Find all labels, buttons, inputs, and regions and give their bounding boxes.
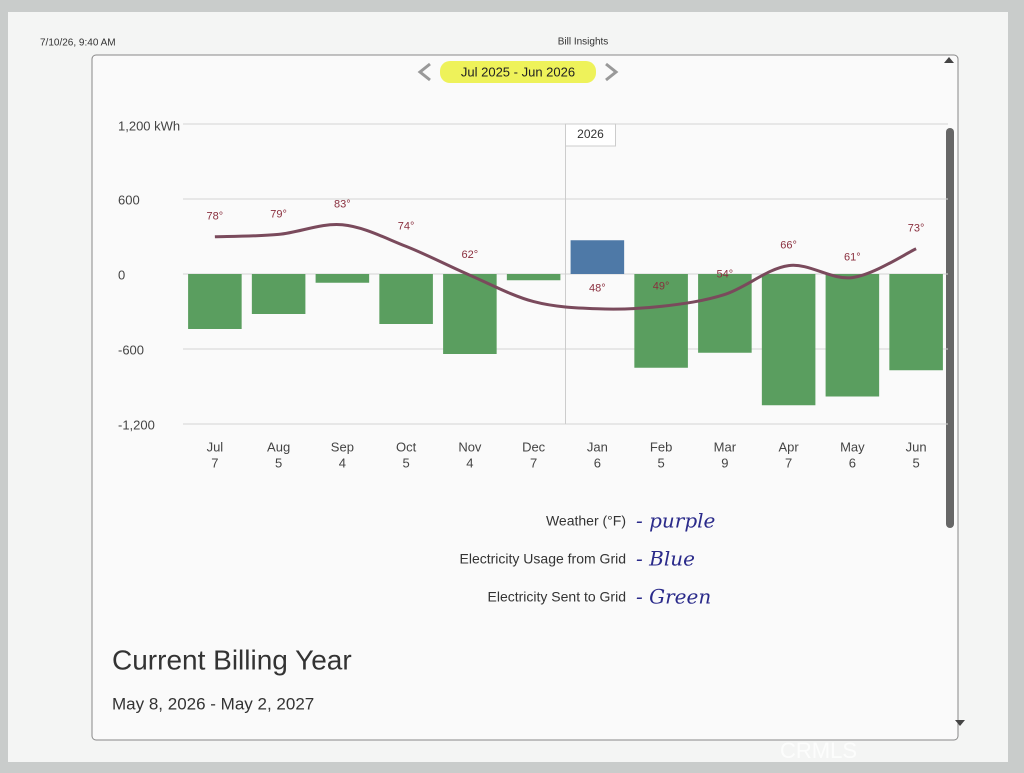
value-label: 48°: [589, 283, 606, 295]
weather-line: [214, 223, 917, 311]
x-sublabel: 5: [658, 455, 665, 470]
period-highlight: [440, 61, 596, 83]
value-label: 54°: [717, 268, 734, 280]
footer-title: Current Billing Year: [112, 644, 352, 675]
period-arrows[interactable]: [417, 62, 619, 82]
x-tick-label: Sep: [331, 439, 354, 454]
legend-entry: Weather (°F): [546, 513, 626, 529]
x-tick-label: Aug: [267, 439, 290, 454]
x-tick-label: Apr: [779, 439, 800, 454]
bar: [889, 274, 943, 371]
value-label: 83°: [334, 199, 351, 211]
x-tick-label: Nov: [458, 439, 482, 454]
value-label: 49°: [653, 280, 670, 292]
scrollbar: [946, 128, 954, 528]
bar: [379, 274, 433, 324]
card: [91, 54, 959, 741]
value-label: 62°: [462, 249, 479, 261]
watermark: CRMLS: [780, 738, 857, 763]
bar: [506, 274, 561, 281]
x-sublabel: 5: [275, 455, 282, 470]
x-sublabel: 6: [849, 455, 856, 470]
x-sublabel: 7: [211, 455, 218, 470]
x-tick-label: Jun: [906, 439, 927, 454]
bar: [570, 240, 625, 274]
legend-note: - Blue: [636, 547, 695, 571]
x-tick-label: Feb: [650, 439, 672, 454]
y-tick-label: 0: [118, 267, 125, 282]
value-label: 78°: [207, 211, 224, 223]
value-label: 79°: [270, 208, 287, 220]
bar: [443, 274, 497, 354]
year-box: [565, 123, 616, 147]
bar: [634, 274, 688, 368]
x-tick-label: Oct: [396, 439, 417, 454]
x-tick-label: May: [840, 439, 865, 454]
x-sublabel: 7: [785, 455, 792, 470]
x-tick-label: Mar: [714, 439, 737, 454]
x-sublabel: 7: [530, 455, 537, 470]
x-sublabel: 9: [721, 455, 728, 470]
page-title: Bill Insights: [558, 37, 609, 48]
x-sublabel: 4: [339, 455, 346, 470]
value-label: 73°: [908, 223, 925, 235]
y-tick-label: -1,200: [118, 417, 155, 432]
value-label: 66°: [780, 240, 797, 252]
bar: [761, 274, 816, 406]
x-sublabel: 4: [466, 455, 473, 470]
timestamp: 7/10/26, 9:40 AM: [40, 38, 116, 49]
y-tick-label: 600: [118, 192, 140, 207]
x-tick-label: Dec: [522, 439, 546, 454]
bar: [825, 274, 880, 397]
x-tick-label: Jan: [587, 439, 608, 454]
legend-entry: Electricity Usage from Grid: [460, 551, 626, 567]
x-tick-label: Jul: [207, 439, 224, 454]
x-sublabel: 5: [403, 455, 410, 470]
value-label: 61°: [844, 252, 861, 264]
y-tick-label: 1,200 kWh: [118, 118, 180, 133]
period[interactable]: Jul 2025 - Jun 2026: [461, 64, 575, 79]
x-sublabel: 6: [594, 455, 601, 470]
legend-note: - purple: [636, 509, 715, 533]
footer-dates: May 8, 2026 - May 2, 2027: [112, 694, 314, 713]
bar: [188, 274, 242, 329]
bar: [315, 274, 370, 283]
legend-note: - Green: [636, 585, 711, 609]
legend-entry: Electricity Sent to Grid: [488, 589, 627, 605]
bar: [251, 274, 306, 314]
year-label: 2026: [577, 127, 604, 141]
y-tick-label: -600: [118, 342, 144, 357]
x-sublabel: 5: [913, 455, 920, 470]
value-label: 74°: [398, 220, 415, 232]
